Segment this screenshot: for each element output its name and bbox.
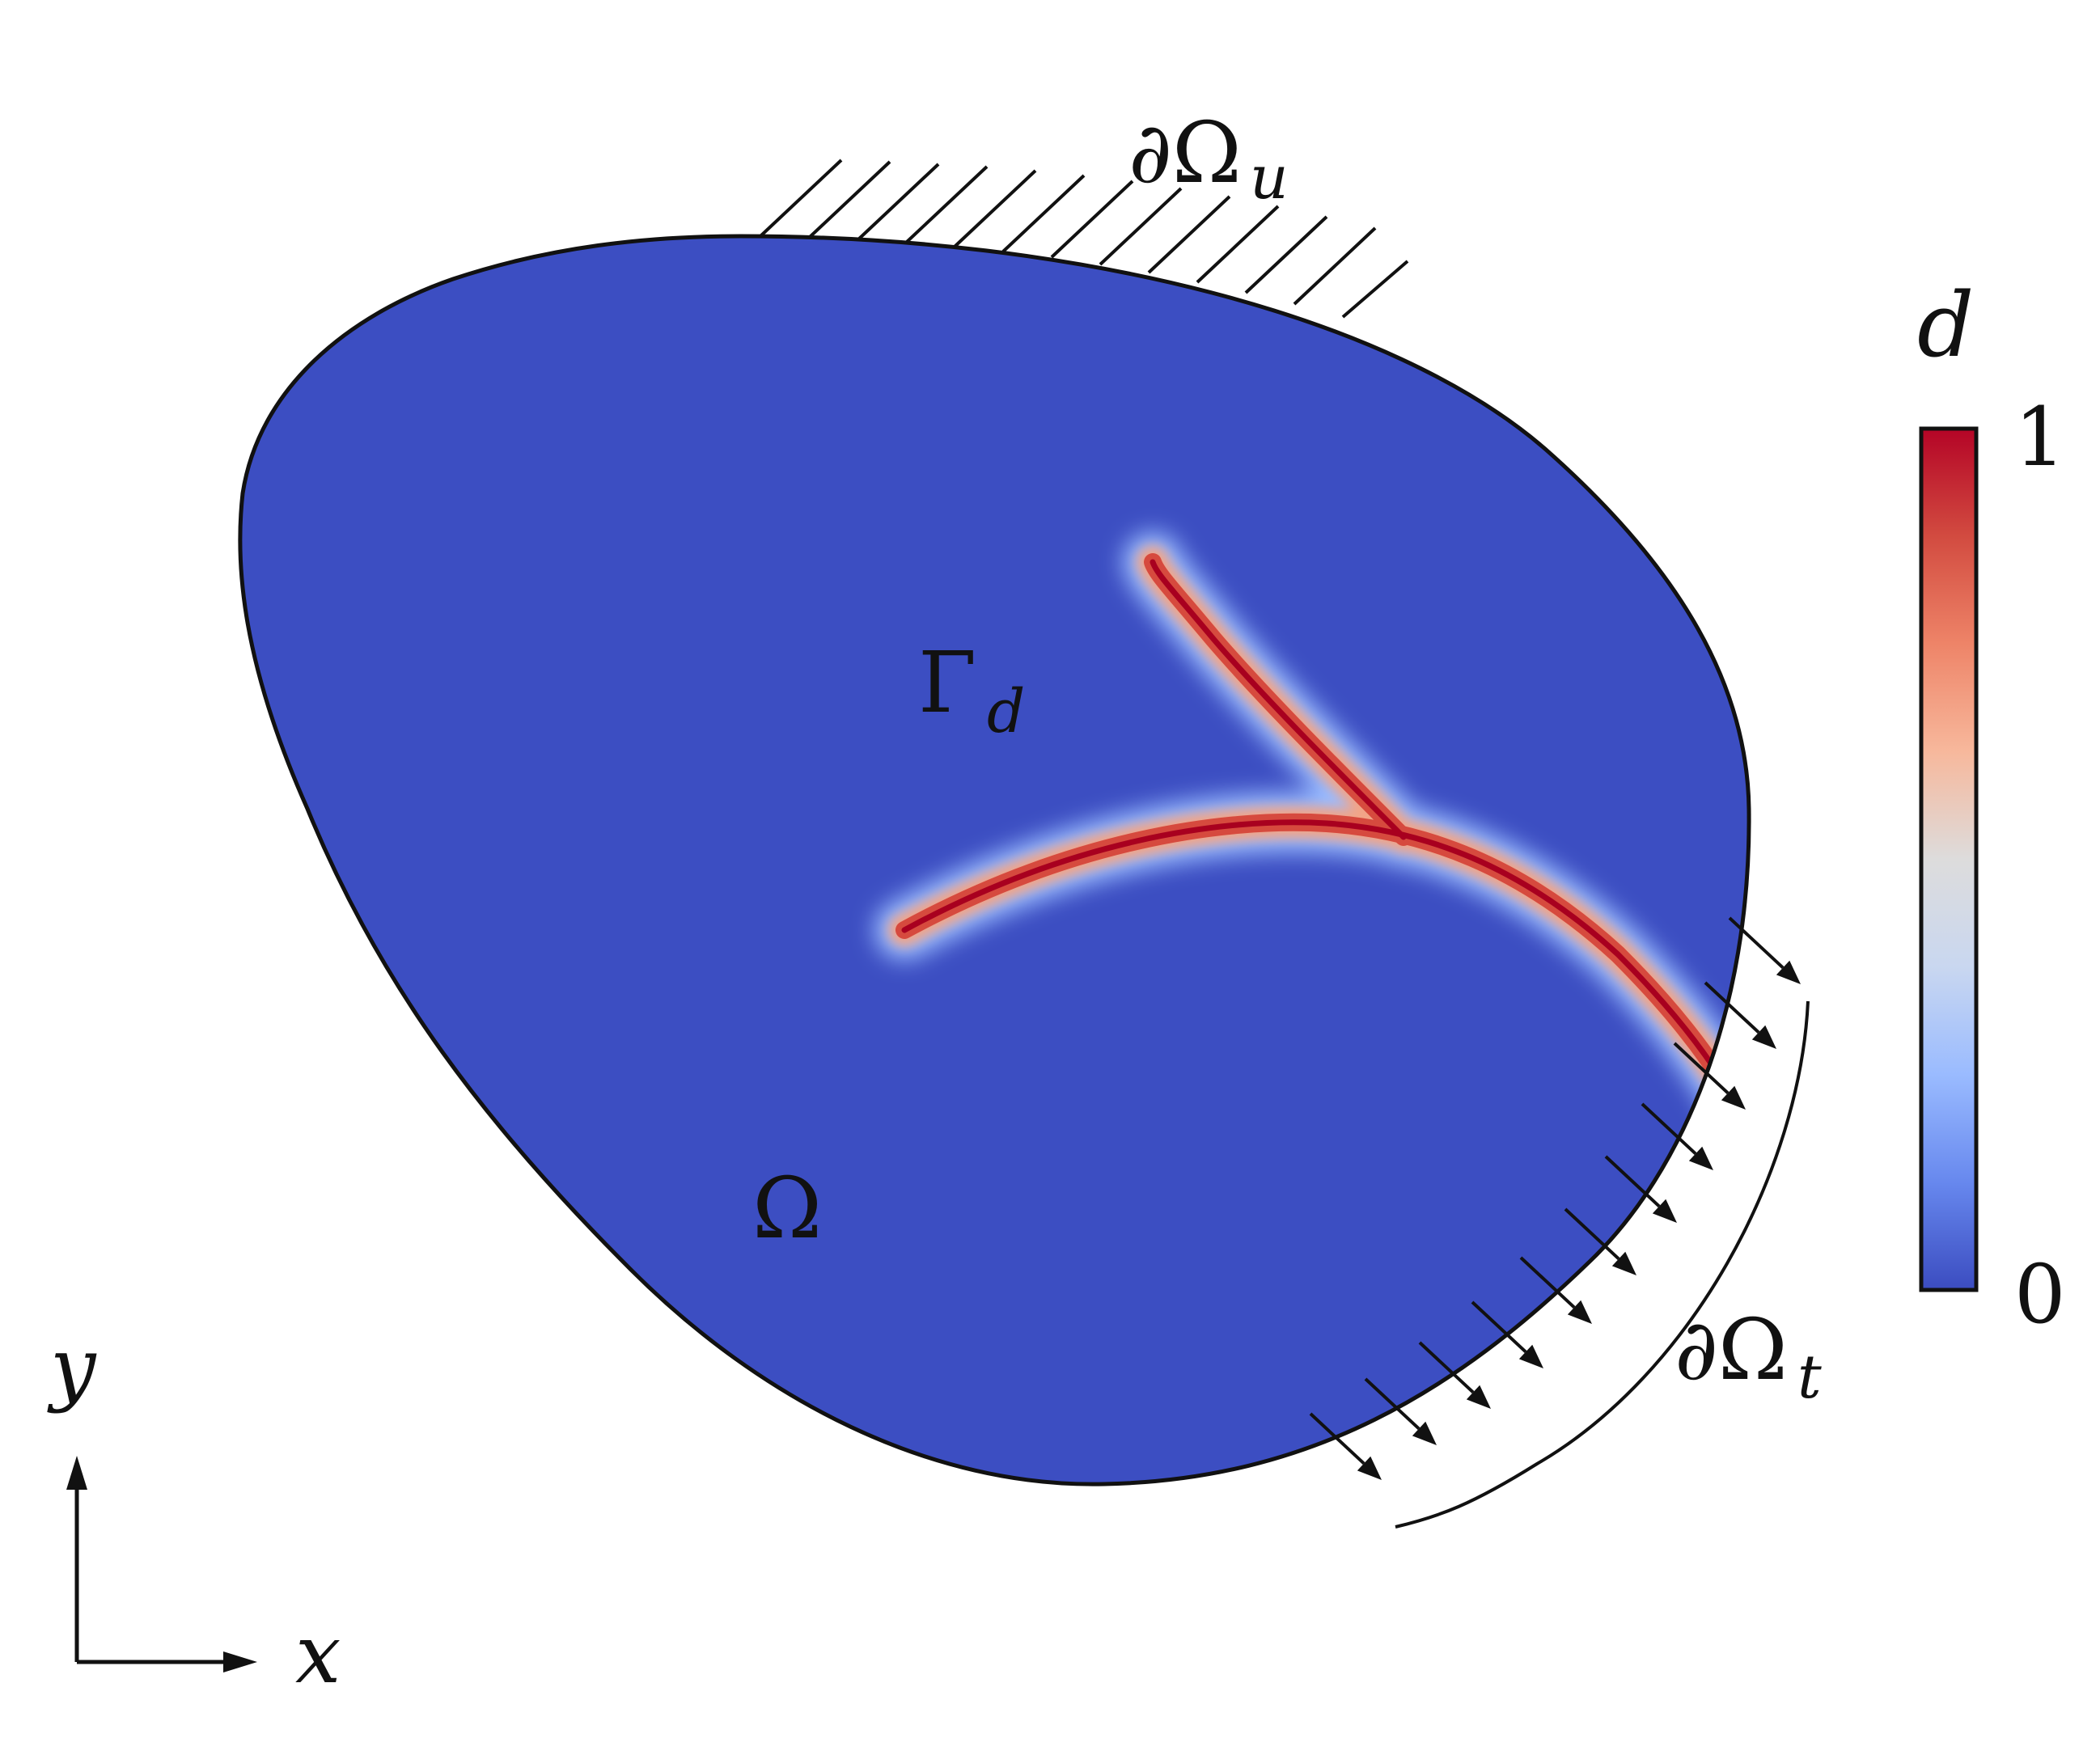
colorbar-title: d	[1917, 273, 1974, 377]
traction-arrow	[1673, 1042, 1746, 1110]
label-crack: Γ d	[918, 633, 1025, 746]
traction-arrow	[1704, 981, 1776, 1049]
traction-arrow	[1418, 1341, 1491, 1409]
traction-arrows	[1309, 916, 1810, 1529]
colorbar-max-label: 1	[2014, 390, 2066, 484]
colorbar-min-label: 0	[2014, 1247, 2066, 1342]
axis-label-y: y	[47, 1320, 97, 1415]
traction-arrow	[1364, 1377, 1437, 1445]
traction-arrow	[1728, 916, 1801, 984]
traction-arrow	[1604, 1155, 1677, 1223]
traction-arrow	[1471, 1300, 1543, 1368]
label-boundary-t: ∂Ω t	[1674, 1300, 1822, 1412]
traction-arrow	[1564, 1207, 1636, 1275]
label-boundary-t-main: ∂Ω	[1674, 1300, 1788, 1399]
domain-outline	[238, 234, 1751, 1486]
label-domain: Ω	[752, 1159, 822, 1258]
label-boundary-u: ∂Ω u	[1128, 104, 1289, 213]
colorbar-gradient	[1919, 426, 1979, 1292]
traction-arrow	[1641, 1102, 1713, 1170]
label-boundary-u-sub: u	[1250, 143, 1289, 213]
coordinate-axes	[66, 1456, 257, 1672]
crack-phase-field	[874, 532, 1750, 1138]
traction-arrow	[1519, 1256, 1592, 1324]
traction-arrow	[1309, 1412, 1382, 1480]
label-crack-main: Γ	[918, 633, 976, 732]
label-crack-sub: d	[987, 677, 1025, 746]
label-boundary-t-sub: t	[1797, 1343, 1822, 1412]
label-boundary-u-main: ∂Ω	[1128, 104, 1242, 202]
fixed-boundary-hatching	[759, 159, 1409, 319]
axis-label-x: x	[295, 1607, 341, 1702]
colorbar: d 1 0	[1917, 273, 2066, 1342]
